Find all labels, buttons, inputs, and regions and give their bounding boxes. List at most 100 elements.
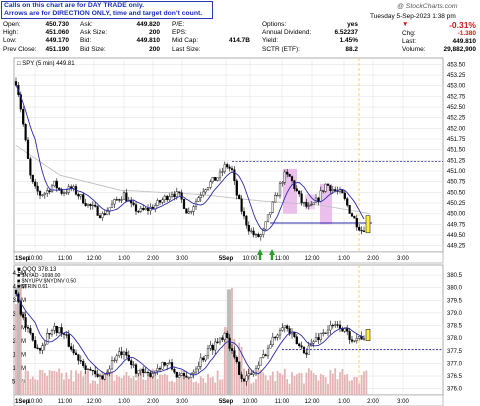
spy-candle	[250, 230, 253, 232]
volume-bar	[175, 378, 178, 395]
volume-bar	[353, 376, 356, 395]
volume-bar	[96, 383, 99, 395]
quote-key: EPS:	[172, 29, 187, 37]
volume-bar	[29, 379, 32, 395]
qqq-candle	[168, 362, 171, 364]
spy-candle	[134, 204, 138, 212]
spy-candle	[46, 190, 49, 194]
qqq-y-tick-label: 376.0	[447, 387, 463, 393]
qqq-y-tick-label: 378.5	[447, 324, 463, 330]
qqq-y-tick-label: 377.5	[447, 349, 463, 355]
spy-candle	[70, 186, 73, 189]
qqq-x-tick-label: 10:00	[242, 399, 258, 405]
volume-bar	[319, 373, 322, 395]
qqq-candle	[233, 350, 236, 358]
spy-x-tick-label: 3:00	[397, 256, 409, 262]
qqq-candle	[77, 354, 80, 361]
spy-y-tick-label: 452.25	[447, 116, 466, 122]
spy-legend-label: □ SPY (5 min) 449.81	[17, 61, 75, 67]
qqq-candle	[170, 362, 174, 370]
qqq-candle	[41, 345, 44, 351]
volume-bar	[125, 371, 128, 395]
volume-bar	[120, 377, 123, 395]
qqq-candle	[326, 329, 330, 334]
spy-y-tick-label: 453.00	[447, 84, 466, 90]
qqq-candle	[139, 368, 142, 371]
qqq-candle	[302, 346, 306, 354]
spy-candle	[329, 185, 332, 191]
volume-bar	[298, 372, 301, 395]
spy-candle	[106, 210, 109, 215]
qqq-candle	[34, 340, 37, 349]
quote-key: Annual Dividend:	[262, 29, 312, 37]
spy-candle	[65, 192, 68, 194]
quote-key: Ask:	[80, 21, 93, 28]
notice-line-2: Arrows are for DIRECTION ONLY, time and …	[4, 10, 203, 18]
spy-candle	[348, 204, 351, 214]
volume-bar	[281, 374, 284, 395]
volume-bar	[259, 369, 262, 395]
volume-bar	[235, 359, 238, 395]
spy-candle	[53, 180, 56, 187]
spy-candle	[278, 183, 282, 196]
qqq-candle	[70, 346, 73, 350]
quote-value: -1.380	[457, 30, 476, 37]
qqq-candle	[298, 343, 301, 346]
quote-key: Open:	[3, 21, 21, 28]
qqq-candle	[245, 375, 248, 382]
volume-bar	[130, 377, 133, 395]
quote-key: Bid:	[80, 37, 92, 45]
spy-candle	[187, 211, 190, 214]
volume-bar	[106, 370, 109, 395]
spy-panel	[13, 57, 444, 253]
quote-value: yes	[347, 21, 358, 28]
qqq-candle	[278, 330, 282, 336]
spy-candle	[305, 202, 308, 207]
volume-bar	[99, 374, 101, 395]
brand-label: @ StockCharts.com	[397, 3, 458, 10]
qqq-candle	[103, 373, 106, 380]
qqq-candle	[84, 365, 87, 370]
spy-candle	[89, 203, 92, 207]
up-arrow-icon	[269, 249, 275, 255]
volume-bar	[115, 375, 118, 395]
spy-candle	[118, 199, 121, 201]
qqq-y-tick-label: 378.0	[447, 336, 463, 342]
spy-x-tick-label: 11:00	[58, 256, 73, 262]
spy-candle	[199, 195, 202, 198]
spy-y-tick-label: 450.25	[447, 201, 466, 207]
volume-bar	[197, 383, 200, 395]
spy-y-tick-label: 453.25	[447, 73, 466, 79]
qqq-candle	[173, 368, 176, 373]
spy-x-tick-label: 12:00	[86, 256, 102, 262]
qqq-candle	[94, 370, 97, 375]
spy-candle	[216, 177, 219, 181]
quote-key: Mid Cap:	[172, 37, 199, 45]
spy-candle	[175, 191, 178, 198]
qqq-candle	[22, 314, 25, 318]
qqq-candle	[101, 375, 104, 380]
volume-bar	[214, 382, 217, 395]
qqq-candle	[288, 328, 291, 335]
qqq-legend-entry: ■ $TRIN 0.61	[17, 284, 48, 290]
volume-bar	[43, 373, 46, 395]
volume-bar	[291, 372, 293, 395]
spy-candle	[170, 194, 174, 197]
spy-candle	[38, 191, 42, 196]
spy-y-tick-label: 451.75	[447, 137, 466, 143]
quote-col-4: Options: yes Annual Dividend: 6.52237 Yiel…	[262, 21, 358, 54]
qqq-x-tick-label: 5Sep	[219, 399, 234, 405]
qqq-candle	[180, 373, 183, 376]
volume-bar	[360, 374, 363, 395]
quote-key: High:	[3, 29, 19, 37]
spy-candle	[221, 171, 224, 173]
qqq-candle	[271, 336, 274, 345]
qqq-candle	[312, 341, 315, 344]
spy-candle	[137, 211, 140, 213]
volume-bar	[343, 374, 346, 395]
qqq-candle	[319, 333, 322, 341]
qqq-y-tick-label: 377.0	[447, 361, 463, 367]
spy-candle	[156, 200, 159, 206]
volume-bar	[91, 380, 94, 395]
spy-candle	[84, 203, 87, 206]
